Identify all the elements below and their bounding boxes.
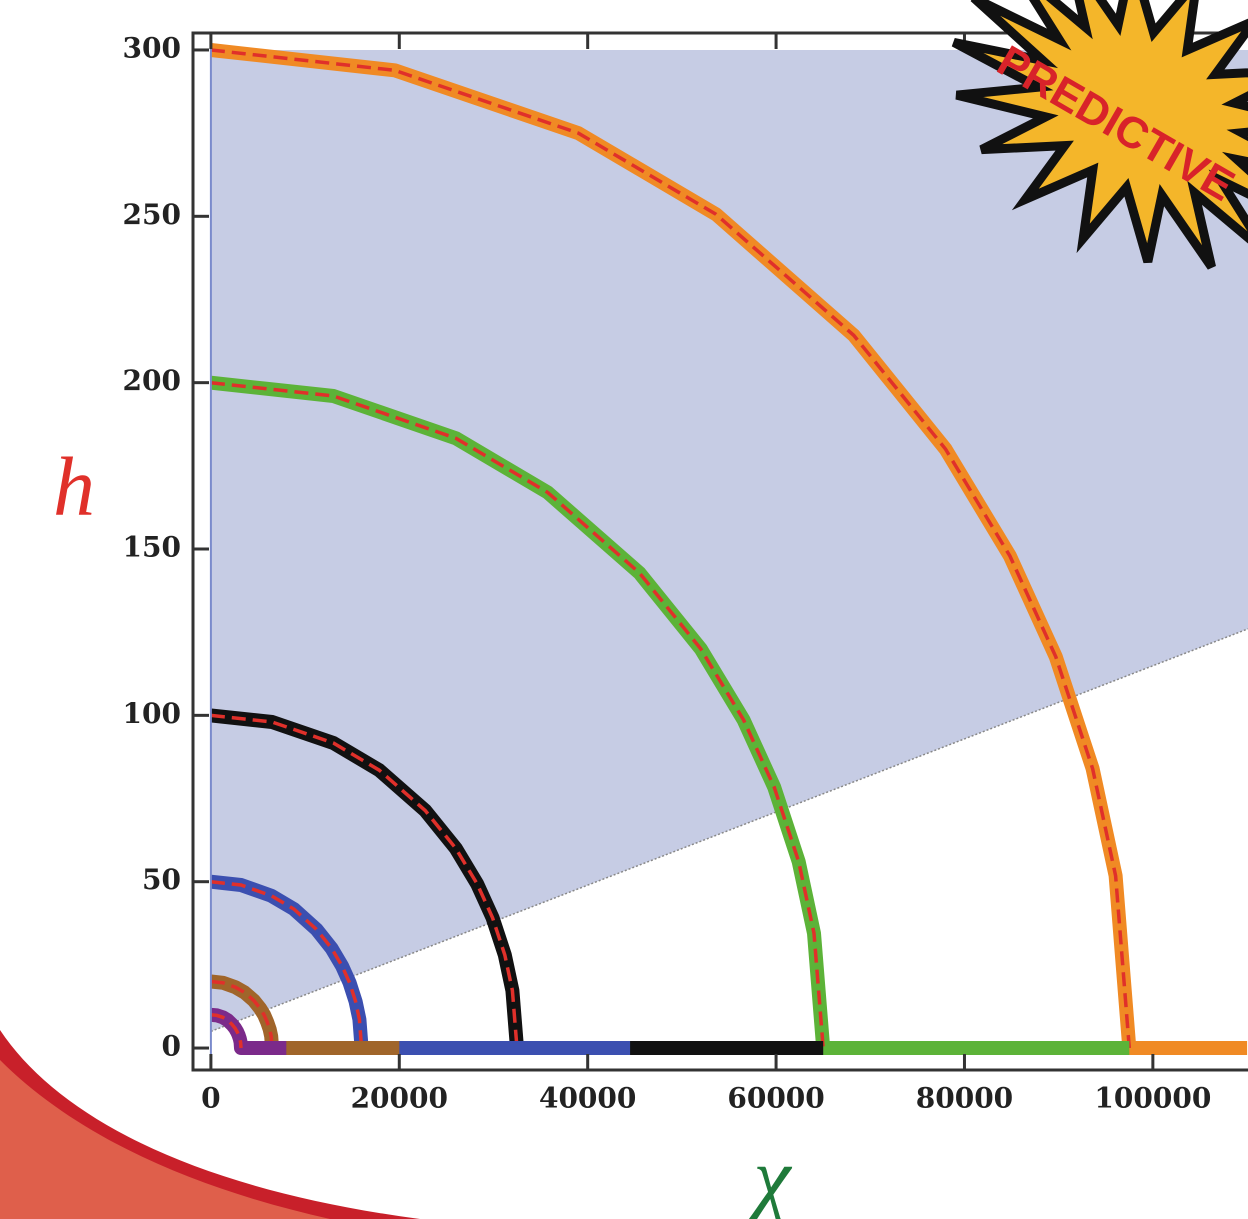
y-tick-label: 0 <box>162 1030 181 1063</box>
x-tick-label: 20000 <box>351 1082 448 1115</box>
x-tick-label: 0 <box>201 1082 220 1115</box>
y-tick-label: 200 <box>123 364 181 397</box>
y-tick-label: 250 <box>123 198 181 231</box>
x-tick-label: 80000 <box>916 1082 1013 1115</box>
x-axis-title: χ <box>747 1131 793 1219</box>
y-tick-label: 50 <box>142 863 181 896</box>
x-tick-label: 40000 <box>539 1082 636 1115</box>
y-tick-label: 150 <box>123 531 181 564</box>
y-tick-label: 100 <box>123 697 181 730</box>
y-axis-title: h <box>53 441 95 534</box>
y-tick-label: 300 <box>123 31 181 64</box>
x-tick-label: 60000 <box>727 1082 824 1115</box>
chart: h χ 0 50 100 150 200 250 300 0 20000 40000 60000 80… <box>0 0 1248 1219</box>
x-tick-label: 100000 <box>1094 1082 1211 1115</box>
